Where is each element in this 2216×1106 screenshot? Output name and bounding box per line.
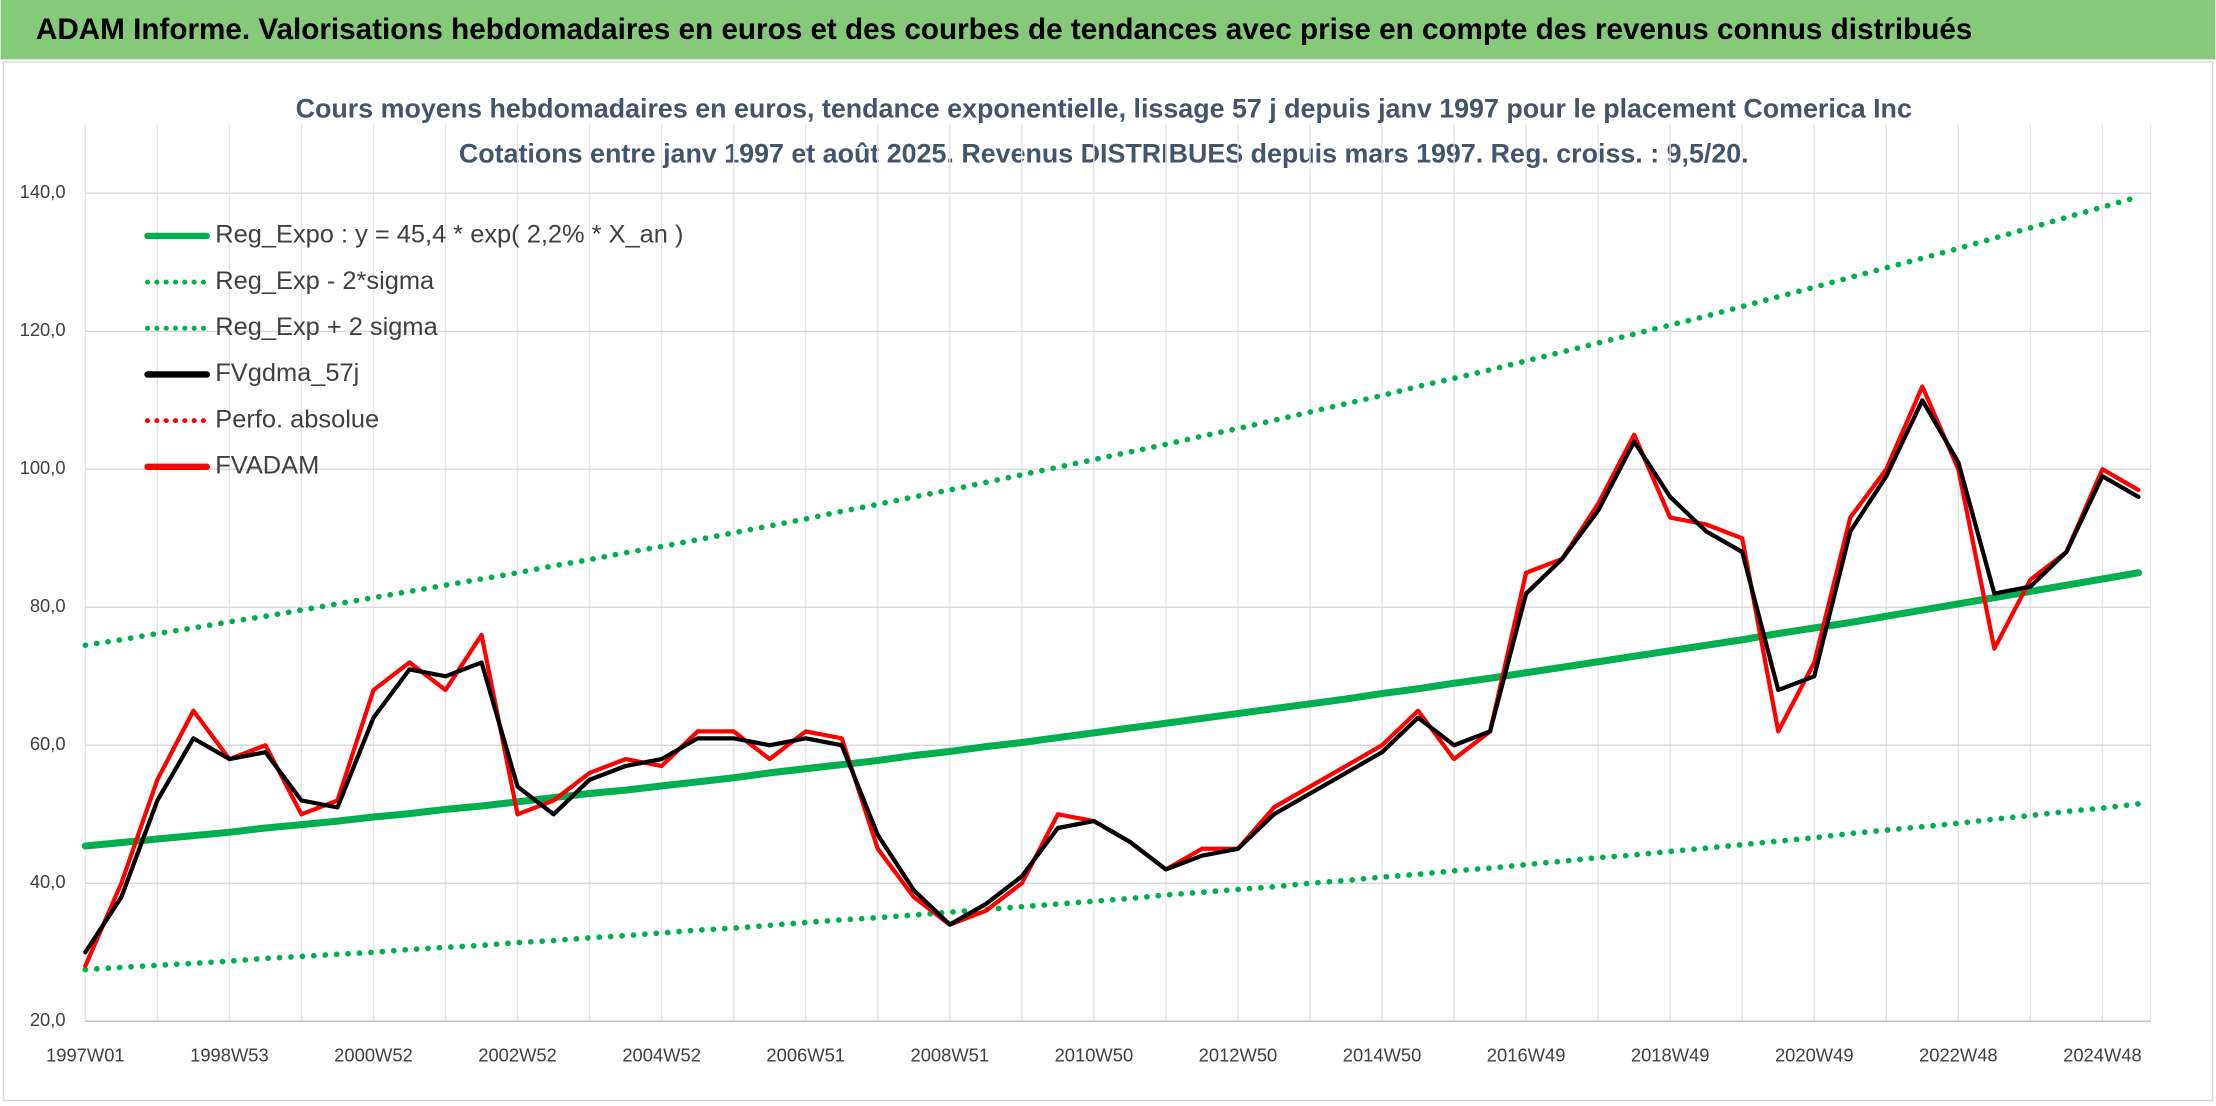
chart-title: Cours moyens hebdomadaires en euros, ten…	[296, 93, 1912, 123]
legend-label: FVADAM	[215, 452, 319, 480]
grid: 20,0 40,0 60,0 80,0 100,0 120,0 140,0 1997W01 19…	[20, 124, 2152, 1065]
series-line	[83, 398, 2141, 955]
y-tick-label: 60,0	[30, 733, 66, 754]
x-tick-label: 2004W52	[622, 1044, 701, 1065]
legend-label: Reg_Expo : y = 45,4 * exp( 2,2% * X_an )	[215, 221, 683, 249]
x-tick-label: 2022W48	[1919, 1044, 1998, 1065]
chart-subtitle: Cotations entre janv 1997 et août 2025. …	[459, 138, 1749, 168]
x-tick-label: 1997W01	[46, 1044, 125, 1065]
x-tick-label: 2024W48	[2063, 1044, 2142, 1065]
page-title: ADAM Informe. Valorisations hebdomadaire…	[36, 13, 1973, 46]
x-tick-label: 2002W52	[478, 1044, 557, 1065]
x-tick-label: 2020W49	[1775, 1044, 1854, 1065]
title-bar	[0, 0, 2216, 60]
x-tick-label: 2006W51	[766, 1044, 845, 1065]
x-tick-label: 2018W49	[1631, 1044, 1710, 1065]
x-tick-label: 2000W52	[334, 1044, 413, 1065]
y-tick-label: 80,0	[30, 595, 66, 616]
x-tick-label: 2014W50	[1343, 1044, 1422, 1065]
legend-label: Reg_Exp - 2*sigma	[215, 267, 435, 295]
legend-label: Reg_Exp + 2 sigma	[215, 313, 438, 341]
series-line	[82, 801, 2142, 973]
series-line	[81, 569, 2142, 850]
y-tick-label: 120,0	[20, 319, 66, 340]
legend: Reg_Expo : y = 45,4 * exp( 2,2% * X_an )…	[144, 221, 683, 480]
series-line	[82, 193, 2142, 649]
y-tick-label: 40,0	[30, 871, 66, 892]
y-tick-label: 140,0	[20, 181, 66, 202]
x-tick-label: 2008W51	[911, 1044, 990, 1065]
plot	[81, 193, 2142, 973]
legend-label: Perfo. absolue	[215, 405, 379, 433]
x-tick-label: 1998W53	[190, 1044, 269, 1065]
y-tick-label: 20,0	[30, 1009, 66, 1030]
chart-frame	[2, 61, 2214, 1102]
x-tick-label: 2016W49	[1487, 1044, 1566, 1065]
x-tick-label: 2010W50	[1055, 1044, 1134, 1065]
y-tick-label: 100,0	[20, 457, 66, 478]
x-tick-label: 2012W50	[1199, 1044, 1278, 1065]
legend-label: FVgdma_57j	[215, 359, 359, 387]
